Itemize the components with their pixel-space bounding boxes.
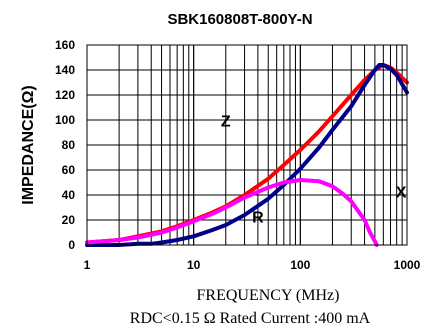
y-tick-label: 0 bbox=[68, 238, 75, 252]
x-tick-label: 100 bbox=[290, 258, 310, 272]
y-tick-label: 80 bbox=[62, 138, 76, 152]
x-tick-label: 1000 bbox=[394, 258, 421, 272]
chart-title: SBK160808T-800Y-N bbox=[167, 11, 312, 28]
series-lines bbox=[85, 63, 409, 247]
y-tick-label: 160 bbox=[55, 38, 75, 52]
x-axis-label: FREQUENCY (MHz) bbox=[197, 287, 340, 304]
y-tick-label: 100 bbox=[55, 113, 75, 127]
series-annotations: Z R X bbox=[221, 113, 407, 226]
annotation-x: X bbox=[396, 185, 407, 202]
series-line-r bbox=[85, 63, 409, 247]
y-tick-label: 20 bbox=[62, 213, 76, 227]
y-tick-label: 40 bbox=[62, 188, 76, 202]
plot-frame bbox=[86, 44, 408, 246]
y-tick-label: 60 bbox=[62, 163, 76, 177]
x-tick-label: 1 bbox=[84, 258, 91, 272]
y-tick-label: 120 bbox=[55, 88, 75, 102]
x-tick-label: 10 bbox=[187, 258, 201, 272]
series-line-x bbox=[85, 178, 379, 247]
annotation-r: R bbox=[252, 210, 264, 227]
y-axis-label: IMPEDANCE(Ω) bbox=[20, 85, 37, 205]
annotation-z: Z bbox=[221, 113, 231, 130]
rdc-rated-current-note: RDC<0.15 Ω Rated Current :400 mA bbox=[130, 310, 371, 327]
tick-labels: 1 10 100 1000 0 20 40 60 80 100 120 140 160 bbox=[55, 38, 421, 272]
y-tick-label: 140 bbox=[55, 63, 75, 77]
